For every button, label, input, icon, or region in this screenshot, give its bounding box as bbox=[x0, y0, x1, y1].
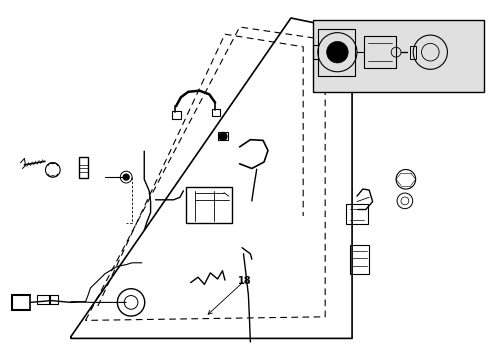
Bar bbox=[349, 245, 368, 274]
Circle shape bbox=[123, 174, 129, 180]
Bar bbox=[217, 132, 228, 140]
Circle shape bbox=[219, 132, 226, 140]
Bar bbox=[409, 46, 415, 59]
Bar bbox=[49, 295, 58, 304]
Bar bbox=[37, 295, 50, 304]
Bar bbox=[211, 109, 219, 116]
Bar bbox=[317, 29, 354, 76]
Bar bbox=[346, 204, 367, 224]
Bar bbox=[185, 187, 232, 223]
Bar bbox=[172, 111, 181, 119]
Bar bbox=[79, 157, 88, 178]
Text: 18: 18 bbox=[237, 276, 251, 286]
Bar bbox=[312, 20, 483, 92]
Circle shape bbox=[326, 41, 347, 63]
Bar bbox=[364, 36, 395, 68]
